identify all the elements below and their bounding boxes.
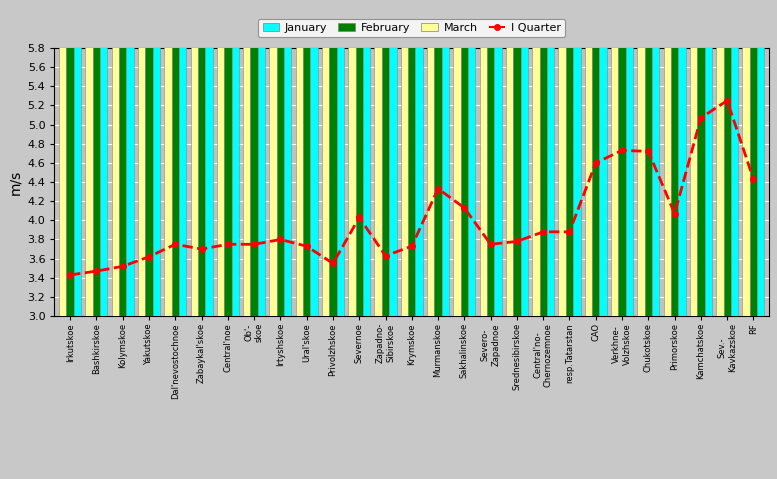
Bar	[243, 0, 250, 316]
Bar	[750, 0, 757, 316]
Bar	[190, 0, 198, 316]
Bar	[434, 0, 442, 316]
Bar	[652, 0, 660, 316]
Bar	[322, 0, 329, 316]
Bar	[389, 0, 396, 316]
Bar	[217, 0, 224, 316]
Bar	[138, 0, 145, 316]
Legend: January, February, March, I Quarter: January, February, March, I Quarter	[258, 19, 566, 37]
Bar	[145, 0, 152, 316]
Y-axis label: m/s: m/s	[8, 170, 22, 194]
Bar	[521, 0, 528, 316]
Bar	[731, 0, 738, 316]
Bar	[625, 0, 633, 316]
Bar	[100, 0, 107, 316]
Bar	[532, 0, 539, 316]
Bar	[164, 0, 172, 316]
Bar	[690, 0, 697, 316]
Bar	[671, 0, 678, 316]
Bar	[716, 0, 723, 316]
Bar	[514, 0, 521, 316]
Bar	[539, 0, 547, 316]
Bar	[664, 0, 671, 316]
Bar	[336, 0, 344, 316]
Bar	[442, 0, 449, 316]
Bar	[468, 0, 476, 316]
Bar	[401, 0, 408, 316]
Bar	[172, 0, 179, 316]
Bar	[363, 0, 371, 316]
Bar	[678, 0, 685, 316]
Bar	[599, 0, 607, 316]
Bar	[127, 0, 134, 316]
Bar	[723, 0, 731, 316]
Bar	[303, 0, 310, 316]
Bar	[277, 0, 284, 316]
Bar	[152, 0, 160, 316]
Bar	[487, 0, 494, 316]
Bar	[92, 0, 100, 316]
Bar	[85, 0, 92, 316]
Bar	[479, 0, 487, 316]
Bar	[348, 0, 356, 316]
Bar	[585, 0, 592, 316]
Bar	[573, 0, 580, 316]
Bar	[645, 0, 652, 316]
Bar	[250, 0, 258, 316]
Bar	[408, 0, 416, 316]
Bar	[416, 0, 423, 316]
Bar	[375, 0, 382, 316]
Bar	[224, 0, 232, 316]
Bar	[547, 0, 554, 316]
Bar	[270, 0, 277, 316]
Bar	[592, 0, 599, 316]
Bar	[382, 0, 389, 316]
Bar	[742, 0, 750, 316]
Bar	[453, 0, 461, 316]
Bar	[179, 0, 186, 316]
Bar	[74, 10, 81, 316]
Bar	[705, 0, 712, 316]
Bar	[112, 0, 119, 316]
Bar	[356, 0, 363, 316]
Bar	[611, 0, 618, 316]
Bar	[461, 0, 468, 316]
Bar	[310, 0, 318, 316]
Bar	[205, 0, 213, 316]
Bar	[506, 0, 514, 316]
Bar	[494, 0, 502, 316]
Bar	[559, 0, 566, 316]
Bar	[618, 0, 625, 316]
Bar	[329, 0, 336, 316]
Bar	[295, 0, 303, 316]
Bar	[198, 0, 205, 316]
Bar	[67, 0, 74, 316]
Bar	[59, 0, 67, 316]
Bar	[119, 0, 127, 316]
Bar	[284, 0, 291, 316]
Bar	[697, 0, 705, 316]
Bar	[566, 0, 573, 316]
Bar	[232, 0, 239, 316]
Bar	[757, 0, 765, 316]
Bar	[427, 0, 434, 316]
Bar	[258, 0, 265, 316]
Bar	[637, 0, 645, 316]
